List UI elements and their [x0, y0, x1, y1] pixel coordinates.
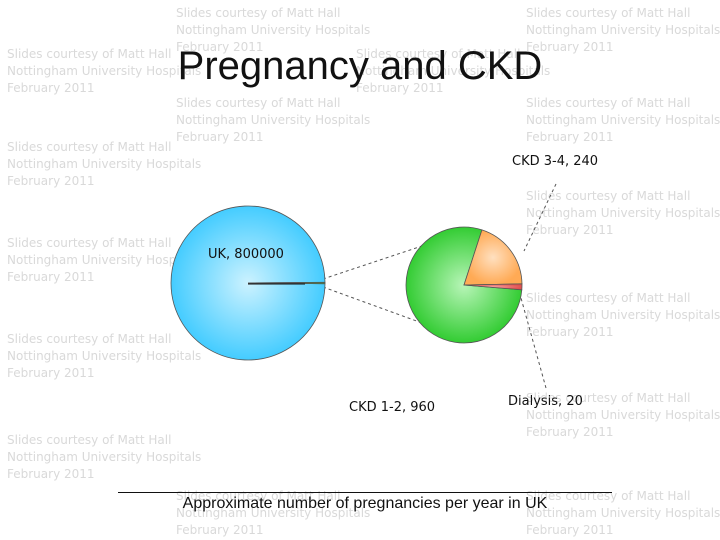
watermark-text: Slides courtesy of Matt Hall Nottingham … [526, 189, 720, 237]
data-label-ckd-1-2: CKD 1-2, 960 [349, 400, 435, 415]
leader-line-dialysis [520, 297, 547, 389]
connector-line-bottom [322, 286, 434, 328]
chart-caption: Approximate number of pregnancies per ye… [182, 495, 548, 512]
leader-line-ckd-3-4 [523, 183, 557, 252]
data-label-ckd-3-4: CKD 3-4, 240 [512, 154, 598, 169]
connector-lines [322, 238, 444, 328]
secondary-pie-slice-dialysis [463, 283, 523, 291]
data-label-uk: UK, 800000 [208, 247, 284, 262]
slide-title: Pregnancy and CKD [177, 44, 543, 88]
caption-divider [118, 492, 612, 493]
watermark-text: Slides courtesy of Matt Hall Nottingham … [7, 47, 202, 95]
watermark-text: Slides courtesy of Matt Hall Nottingham … [356, 47, 551, 95]
watermark-text: Slides courtesy of Matt Hall Nottingham … [526, 391, 720, 439]
secondary-pie [405, 226, 523, 344]
main-pie-slice-ckd [247, 281, 326, 285]
watermark-text: Slides courtesy of Matt Hall Nottingham … [526, 6, 720, 54]
data-label-dialysis: Dialysis, 20 [508, 394, 583, 409]
main-pie-slice-uk [170, 205, 326, 361]
watermark-text: Slides courtesy of Matt Hall Nottingham … [7, 332, 202, 380]
watermark-text: Slides courtesy of Matt Hall Nottingham … [176, 96, 371, 144]
leader-lines [248, 183, 557, 389]
secondary-pie-slice-ckd-3-4 [463, 229, 523, 286]
watermark-text: Slides courtesy of Matt Hall Nottingham … [7, 140, 202, 188]
watermark-text: Slides courtesy of Matt Hall Nottingham … [7, 433, 202, 481]
main-pie [170, 205, 326, 361]
watermark-text: Slides courtesy of Matt Hall Nottingham … [526, 291, 720, 339]
watermark-text: Slides courtesy of Matt Hall Nottingham … [176, 6, 371, 54]
watermark-text: Slides courtesy of Matt Hall Nottingham … [526, 96, 720, 144]
